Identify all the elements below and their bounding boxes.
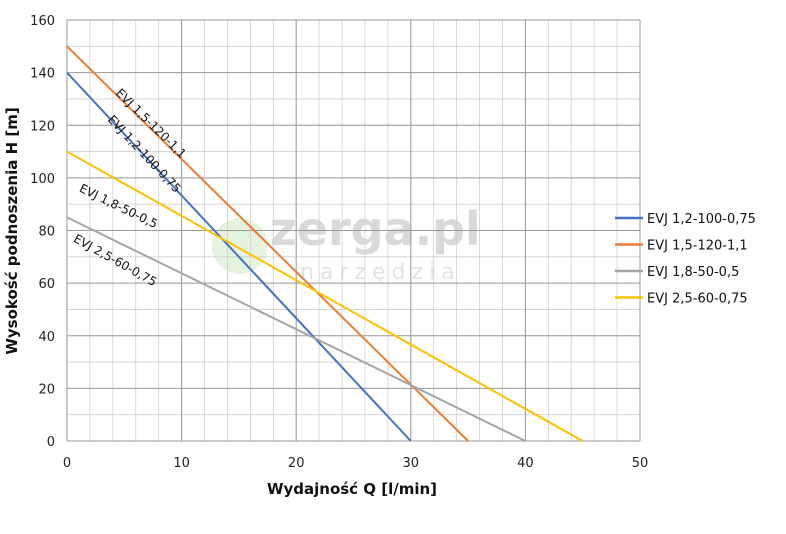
x-tick-label: 20	[288, 456, 305, 471]
y-tick-label: 40	[38, 330, 55, 345]
legend-label-4: EVJ 2,5-60-0,75	[647, 292, 748, 307]
x-axis-title: Wydajność Q [l/min]	[267, 480, 437, 498]
y-tick-label: 20	[38, 382, 55, 397]
series-line-1	[66, 71, 412, 442]
series-line-3	[66, 216, 526, 442]
watermark-text: zerga.pl	[270, 202, 481, 256]
legend-label-2: EVJ 1,5-120-1,1	[647, 239, 748, 254]
y-tick-label: 80	[38, 225, 55, 240]
legend: EVJ 1,2-100-0,75 EVJ 1,5-120-1,1 EVJ 1,8-5…	[615, 212, 756, 307]
x-tick-label: 10	[173, 456, 190, 471]
y-tick-label: 120	[30, 119, 55, 134]
y-axis-title: Wysokość podnoszenia H [m]	[3, 107, 21, 354]
y-tick-label: 60	[38, 277, 55, 292]
series-line-4	[66, 150, 584, 442]
legend-label-1: EVJ 1,2-100-0,75	[647, 212, 756, 227]
y-tick-label: 0	[47, 435, 55, 450]
x-tick-label: 50	[632, 456, 649, 471]
x-tick-label: 40	[517, 456, 534, 471]
watermark: zerga.pl narzędzia	[212, 202, 481, 285]
watermark-subtext: narzędzia	[300, 260, 461, 285]
y-tick-label: 140	[30, 67, 55, 82]
major-gridlines	[66, 19, 641, 442]
x-tick-label: 30	[403, 456, 420, 471]
y-tick-label: 100	[30, 172, 55, 187]
x-tick-label: 0	[63, 456, 71, 471]
y-axis-ticks: 0 20 40 60 80 100 120 140 160	[30, 14, 55, 450]
series-lines	[66, 45, 584, 442]
x-axis-ticks: 0 10 20 30 40 50	[63, 456, 648, 471]
series-line-2	[66, 45, 469, 442]
legend-label-3: EVJ 1,8-50-0,5	[647, 265, 739, 280]
y-tick-label: 160	[30, 14, 55, 29]
watermark-logo	[212, 218, 268, 274]
